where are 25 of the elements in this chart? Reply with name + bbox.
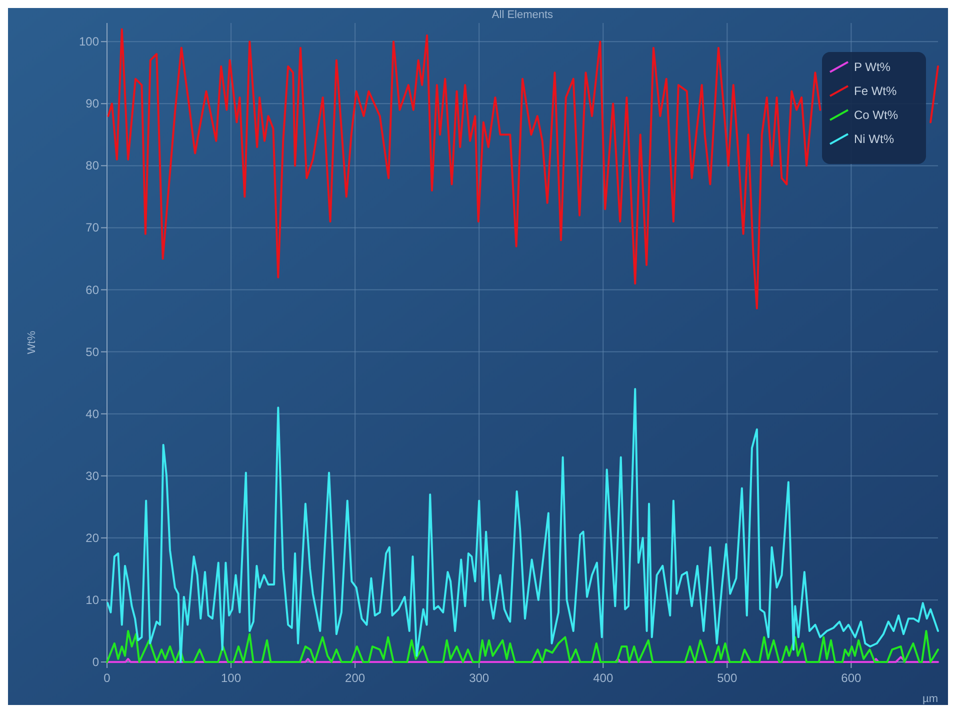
x-axis-title: µm [922,693,938,705]
x-tick-label: 600 [841,671,862,685]
y-tick-label: 40 [86,406,100,421]
legend-label: Co Wt% [854,108,898,122]
x-tick-label: 300 [469,671,490,685]
x-tick-label: 100 [221,671,242,685]
legend-label: Fe Wt% [854,84,897,98]
y-tick-label: 10 [86,592,100,607]
chart-title: All Elements [492,9,554,21]
y-tick-label: 100 [78,34,100,49]
legend-label: P Wt% [854,60,891,74]
x-tick-label: 200 [345,671,366,685]
y-tick-label: 50 [86,344,100,359]
y-axis-title: Wt% [26,330,38,354]
y-tick-label: 60 [86,282,100,297]
y-tick-label: 0 [92,655,100,669]
x-tick-label: 400 [593,671,614,685]
x-tick-label: 0 [104,671,111,685]
legend-label: Ni Wt% [854,132,894,146]
y-tick-label: 70 [86,220,100,235]
y-tick-label: 90 [86,96,100,111]
y-tick-label: 80 [86,158,100,173]
y-tick-label: 30 [86,468,100,483]
x-tick-label: 500 [717,671,738,685]
y-tick-label: 20 [86,530,100,545]
